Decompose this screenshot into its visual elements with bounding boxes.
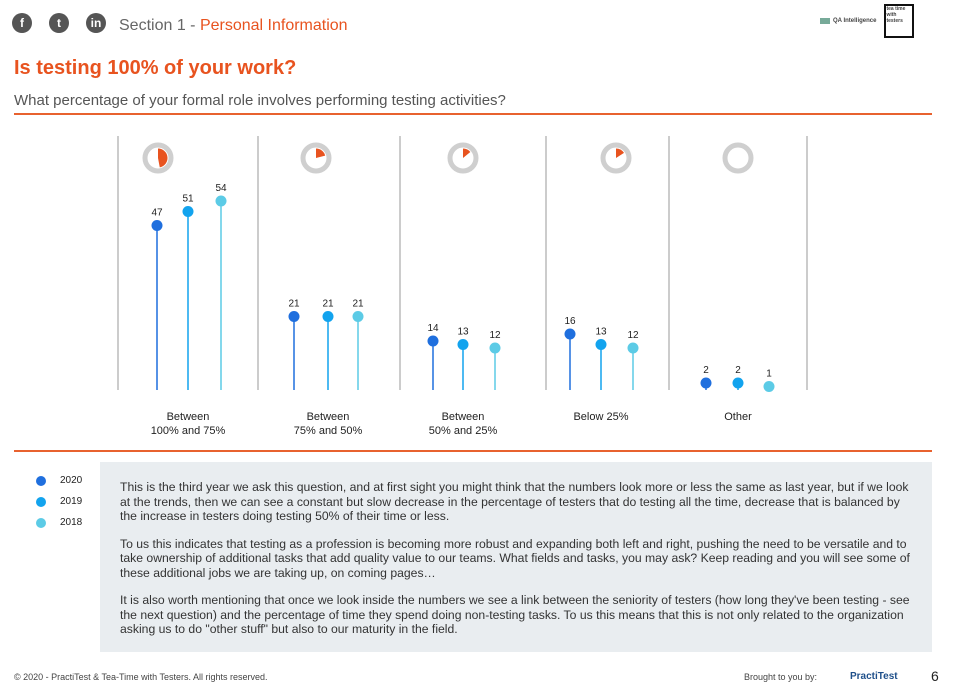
data-label: 21 [352,299,364,310]
data-label: 16 [564,316,576,327]
category-label: Between 50% and 25% [428,411,498,437]
pie-slice [616,148,625,158]
lollipop-dot [215,195,227,207]
qa-intelligence-logo: QA Intelligence [820,18,876,24]
divider [14,113,932,115]
paragraph: To us this indicates that testing as a p… [120,536,910,580]
legend-item-2020: 2020 [36,474,82,487]
facebook-icon[interactable]: f [12,13,32,33]
lollipop-dot [352,311,364,322]
lollipop-dot [732,377,744,389]
data-label: 2 [735,365,741,376]
lollipop-dot [322,311,334,322]
tea-time-logo: tea time with testers [884,4,915,38]
lollipop-dot [595,339,607,350]
data-label: 2 [703,365,709,376]
lollipop-dot [700,377,712,389]
category-label: Between 100% and 75% [150,411,226,437]
partner-logos: QA Intelligence tea time with testers [820,4,915,38]
legend-dot [36,475,46,486]
data-label: 51 [182,194,194,205]
category-label: Between 75% and 50% [293,411,363,437]
legend-item-2019: 2019 [36,495,82,508]
linkedin-icon[interactable]: in [86,13,106,33]
pie-slice [158,148,168,168]
legend-label: 2019 [60,496,83,507]
section-name: Personal Information [199,17,348,34]
data-label: 21 [288,299,300,310]
paragraph: This is the third year we ask this quest… [120,480,909,523]
pie-ring [300,142,332,174]
pie-ring [447,142,479,174]
legend-dot [36,517,46,528]
legend-label: 2020 [60,475,83,486]
pie-ring [142,142,174,174]
data-label: 13 [595,327,607,338]
data-label: 12 [627,330,639,341]
page-number: 6 [931,668,939,684]
legend-item-2018: 2018 [36,516,82,529]
twitter-icon[interactable]: t [49,13,69,33]
practitest-logo[interactable]: PractiTest [850,671,898,682]
data-label: 13 [457,327,469,338]
section-prefix: Section 1 - [119,17,200,34]
legend-label: 2018 [60,517,83,528]
data-label: 54 [215,183,227,194]
pie-ring [600,142,632,174]
lollipop-dot [151,220,163,231]
page-subtitle: What percentage of your formal role invo… [14,92,506,109]
copyright: © 2020 - PractiTest & Tea-Time with Test… [14,672,268,682]
lollipop-dot [182,206,194,217]
data-label: 14 [427,323,439,334]
legend: 2020 2019 2018 [36,474,82,537]
pie-slice [316,148,326,158]
data-label: 47 [151,208,163,219]
legend-dot [36,496,46,507]
pie-ring [722,142,754,174]
divider [14,450,932,452]
lollipop-dot [427,335,439,347]
data-label: 12 [489,330,501,341]
data-label: 21 [322,299,334,310]
lollipop-dot [763,381,775,392]
lollipop-dot [288,311,300,322]
page-title: Is testing 100% of your work? [14,57,297,79]
commentary-box: This is the third year we ask this quest… [100,462,932,652]
lollipop-dot [564,328,576,340]
data-label: 1 [766,369,772,380]
pie-slice [463,148,471,158]
category-label: Below 25% [573,411,629,423]
lollipop-dot [489,342,501,354]
lollipop-dot [457,339,469,350]
paragraph: It is also worth mentioning that once we… [120,593,910,636]
lollipop-dot [627,342,639,354]
brought-by: Brought to you by: [744,672,818,682]
category-label: Other [724,411,752,423]
section-label: Section 1 - Personal Information [119,17,348,35]
